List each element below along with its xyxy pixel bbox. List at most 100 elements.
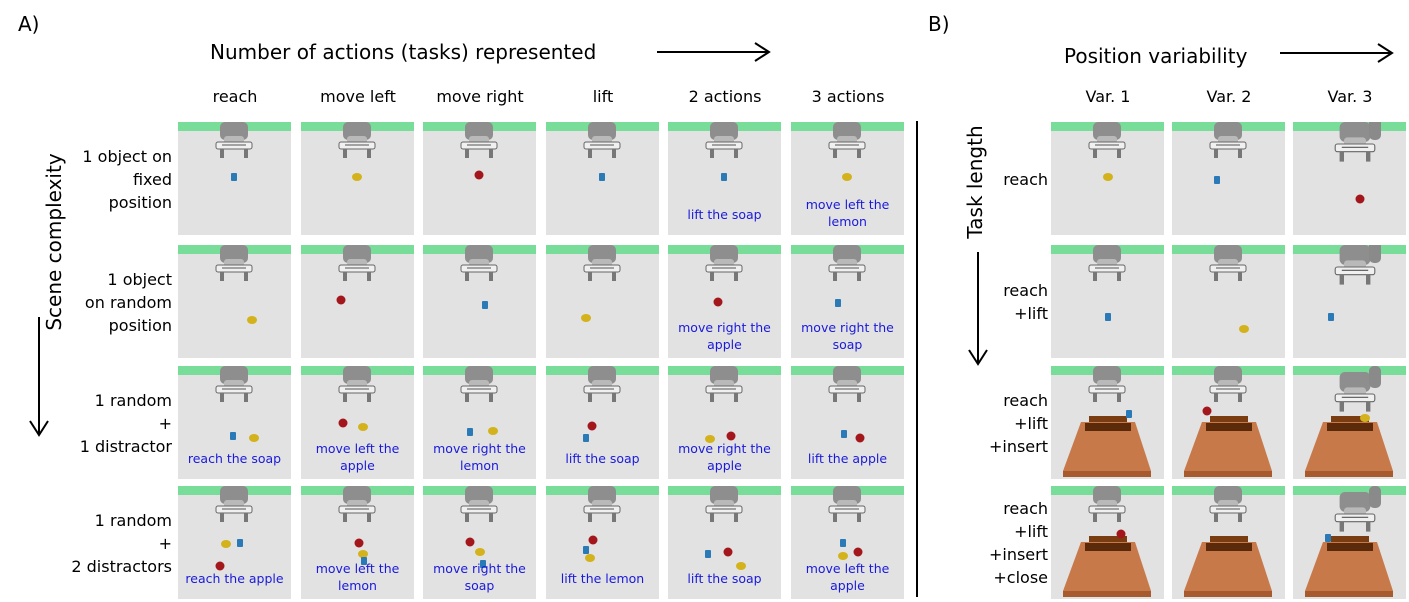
scene-thumbnail: reach the apple <box>178 486 291 599</box>
task-caption: move right the soap <box>433 561 526 593</box>
row-header-line: 1 object on <box>82 146 172 166</box>
row-header-line: fixed <box>132 169 172 189</box>
scene-thumbnail: lift the soap <box>546 366 659 479</box>
scene-thumbnail <box>1051 486 1164 599</box>
scene-thumbnail: move right the soap <box>423 486 536 599</box>
row-header-line: 1 distractor <box>79 436 172 456</box>
task-caption: move left the lemon <box>805 197 890 229</box>
panel-b-label: B) <box>928 12 950 36</box>
row-header-line: 2 distractors <box>71 556 172 576</box>
scene-thumbnail <box>423 245 536 358</box>
row-header-line: reach <box>1003 169 1048 189</box>
scene-thumbnail <box>301 122 414 235</box>
column-header: lift <box>592 87 614 106</box>
column-header: move right <box>436 87 524 106</box>
right-arrow-icon <box>1280 43 1394 63</box>
panel-a-label: A) <box>18 12 40 36</box>
panel-b-heading: Position variability <box>1064 44 1248 68</box>
task-caption: move right the apple <box>678 441 771 473</box>
scene-thumbnail: lift the apple <box>791 366 904 479</box>
task-caption: lift the soap <box>687 207 762 222</box>
task-caption: move left the apple <box>315 441 400 473</box>
task-caption: lift the soap <box>687 571 762 586</box>
scene-thumbnail <box>1051 366 1164 479</box>
scene-thumbnail <box>1293 486 1406 599</box>
column-header: reach <box>212 87 258 106</box>
row-header: 1 object on random position <box>60 268 172 337</box>
row-header-line: 1 random <box>94 390 172 410</box>
row-header-line: +lift <box>1014 522 1048 541</box>
scene-thumbnail: move left the lemon <box>301 486 414 599</box>
row-header: reach +lift +insert <box>960 389 1048 458</box>
scene-thumbnail <box>1293 245 1406 358</box>
row-header-line: position <box>108 315 172 335</box>
column-header: Var. 1 <box>1085 87 1131 106</box>
task-caption: reach the soap <box>187 451 282 466</box>
scene-thumbnail <box>1293 122 1406 235</box>
scene-thumbnail: move left the apple <box>791 486 904 599</box>
row-header-line: reach <box>1003 499 1048 518</box>
scene-thumbnail <box>1293 366 1406 479</box>
column-header: Var. 3 <box>1327 87 1373 106</box>
task-caption: lift the lemon <box>560 571 645 586</box>
scene-thumbnail: move right the soap <box>791 245 904 358</box>
row-header-line: +lift <box>1014 413 1048 433</box>
scene-thumbnail <box>301 245 414 358</box>
scene-thumbnail <box>1172 122 1285 235</box>
scene-thumbnail <box>178 122 291 235</box>
scene-thumbnail <box>1051 122 1164 235</box>
scene-thumbnail: move left the lemon <box>791 122 904 235</box>
column-header: 3 actions <box>811 87 885 106</box>
panel-a-heading: Number of actions (tasks) represented <box>210 40 597 64</box>
scene-thumbnail: move right the apple <box>668 245 781 358</box>
task-caption: lift the soap <box>565 451 640 466</box>
row-header-line: +close <box>993 568 1048 587</box>
scene-thumbnail <box>1172 245 1285 358</box>
row-header-line: 1 object <box>107 269 172 289</box>
row-header-line: +lift <box>1014 304 1048 323</box>
row-header: reach +lift <box>960 279 1048 325</box>
down-arrow-icon <box>29 317 49 437</box>
row-header: 1 random +2 distractors <box>60 509 172 578</box>
task-caption: reach the apple <box>185 571 284 586</box>
scene-thumbnail: reach the soap <box>178 366 291 479</box>
task-caption: move right the lemon <box>433 441 526 473</box>
task-caption: move right the apple <box>678 320 771 352</box>
row-header: 1 object on fixed position <box>60 145 172 214</box>
row-header: 1 random +1 distractor <box>60 389 172 458</box>
scene-thumbnail: lift the soap <box>668 122 781 235</box>
scene-thumbnail: lift the lemon <box>546 486 659 599</box>
scene-thumbnail: lift the soap <box>668 486 781 599</box>
scene-thumbnail: move left the apple <box>301 366 414 479</box>
right-arrow-icon <box>657 42 771 62</box>
task-caption: move left the lemon <box>315 561 400 593</box>
column-header: 2 actions <box>688 87 762 106</box>
panel-divider <box>916 121 918 597</box>
row-header: reach +lift +insert +close <box>960 497 1048 589</box>
scene-thumbnail: move right the apple <box>668 366 781 479</box>
row-header-line: +insert <box>988 545 1048 564</box>
column-header: move left <box>320 87 396 106</box>
scene-thumbnail <box>1051 245 1164 358</box>
scene-thumbnail <box>1172 486 1285 599</box>
row-header-line: + <box>158 533 172 553</box>
row-header-line: reach <box>1003 390 1048 410</box>
task-caption: move left the apple <box>805 561 890 593</box>
scene-thumbnail: move right the lemon <box>423 366 536 479</box>
row-header-line: + <box>158 413 172 433</box>
task-caption: move right the soap <box>801 320 894 352</box>
row-header-line: 1 random <box>94 510 172 530</box>
task-caption: lift the apple <box>807 451 888 466</box>
scene-thumbnail <box>1172 366 1285 479</box>
column-header: Var. 2 <box>1206 87 1252 106</box>
row-header-line: on random <box>84 292 172 312</box>
row-header-line: +insert <box>988 436 1048 456</box>
scene-thumbnail <box>178 245 291 358</box>
down-arrow-icon <box>968 252 988 366</box>
row-header-line: position <box>108 192 172 212</box>
scene-thumbnail <box>546 245 659 358</box>
row-header-line: reach <box>1003 281 1048 300</box>
scene-thumbnail <box>423 122 536 235</box>
scene-thumbnail <box>546 122 659 235</box>
row-header: reach <box>960 168 1048 191</box>
